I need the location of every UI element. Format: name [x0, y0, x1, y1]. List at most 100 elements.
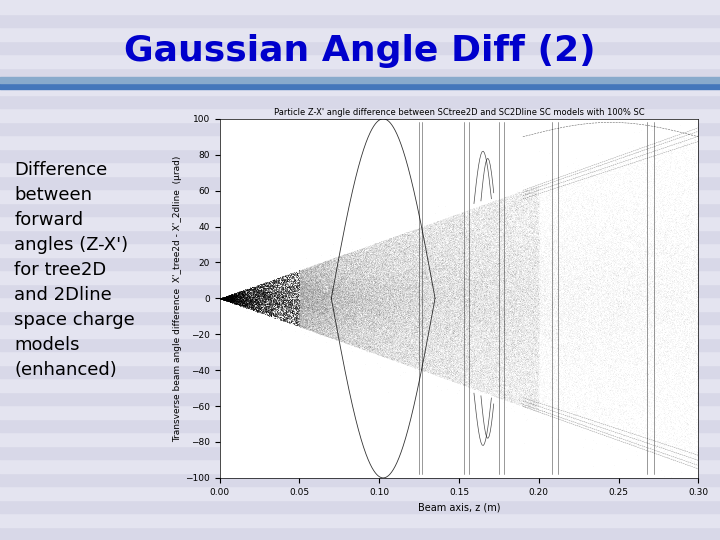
Point	[365, 347, 377, 355]
Point	[361, 323, 372, 332]
Point	[369, 314, 380, 323]
Point	[219, 294, 230, 303]
Point	[432, 286, 444, 295]
Point	[428, 307, 439, 316]
Point	[472, 239, 484, 248]
Point	[408, 233, 420, 242]
Point	[481, 244, 492, 252]
Point	[624, 327, 636, 335]
Point	[426, 342, 438, 351]
Point	[336, 257, 348, 266]
Point	[223, 294, 235, 303]
Point	[361, 287, 373, 295]
Point	[467, 231, 478, 240]
Point	[466, 329, 477, 338]
Point	[491, 308, 503, 317]
Point	[224, 293, 235, 302]
Point	[492, 343, 504, 352]
Point	[245, 295, 256, 303]
Point	[301, 265, 312, 274]
Point	[589, 261, 600, 269]
Point	[466, 230, 477, 239]
Point	[384, 286, 395, 295]
Point	[369, 294, 380, 302]
Point	[342, 300, 354, 309]
Point	[370, 314, 382, 322]
Point	[523, 242, 535, 251]
Point	[476, 304, 487, 313]
Point	[332, 291, 343, 299]
Point	[456, 221, 468, 230]
Point	[485, 341, 496, 349]
Point	[510, 222, 521, 231]
Point	[369, 346, 381, 355]
Point	[428, 280, 440, 289]
Point	[442, 318, 454, 327]
Point	[305, 277, 316, 286]
Point	[382, 318, 393, 327]
Point	[456, 280, 468, 289]
Point	[469, 274, 480, 283]
Point	[308, 273, 320, 281]
Point	[336, 305, 348, 314]
Point	[512, 327, 523, 336]
Point	[245, 288, 256, 297]
Point	[524, 344, 536, 353]
Point	[503, 313, 515, 321]
Point	[432, 285, 444, 293]
Point	[505, 395, 516, 404]
Point	[659, 383, 670, 391]
Point	[344, 285, 356, 294]
Point	[369, 246, 381, 254]
Point	[379, 260, 391, 268]
Point	[365, 310, 377, 319]
Point	[498, 273, 509, 282]
Point	[402, 286, 413, 294]
Point	[277, 307, 289, 315]
Point	[315, 323, 326, 332]
Point	[366, 322, 378, 330]
Point	[494, 364, 505, 373]
Point	[338, 306, 350, 314]
Point	[361, 303, 372, 312]
Point	[366, 273, 378, 282]
Point	[235, 296, 246, 305]
Point	[309, 327, 320, 335]
Point	[346, 292, 357, 300]
Point	[492, 343, 504, 352]
Point	[484, 314, 495, 322]
Point	[319, 265, 330, 274]
Point	[438, 309, 449, 318]
Point	[475, 356, 487, 365]
Point	[413, 337, 425, 346]
Point	[626, 271, 638, 279]
Point	[430, 333, 441, 342]
Point	[320, 274, 331, 283]
Point	[592, 268, 603, 276]
Point	[330, 259, 342, 268]
Point	[456, 243, 468, 252]
Point	[433, 253, 444, 261]
Point	[273, 301, 284, 310]
Point	[474, 207, 485, 215]
Point	[516, 218, 528, 226]
Point	[424, 319, 436, 327]
Point	[458, 252, 469, 260]
Point	[422, 353, 433, 361]
Point	[670, 289, 682, 298]
Point	[454, 251, 466, 260]
Point	[443, 262, 454, 271]
Point	[550, 325, 562, 333]
Point	[445, 335, 456, 344]
Point	[505, 355, 517, 363]
Point	[383, 305, 395, 313]
Point	[363, 301, 374, 310]
Point	[470, 313, 482, 321]
Point	[482, 208, 493, 217]
Point	[536, 354, 547, 363]
Point	[521, 368, 533, 377]
Point	[442, 278, 454, 286]
Point	[690, 346, 702, 355]
Point	[463, 369, 474, 378]
Point	[413, 296, 425, 305]
